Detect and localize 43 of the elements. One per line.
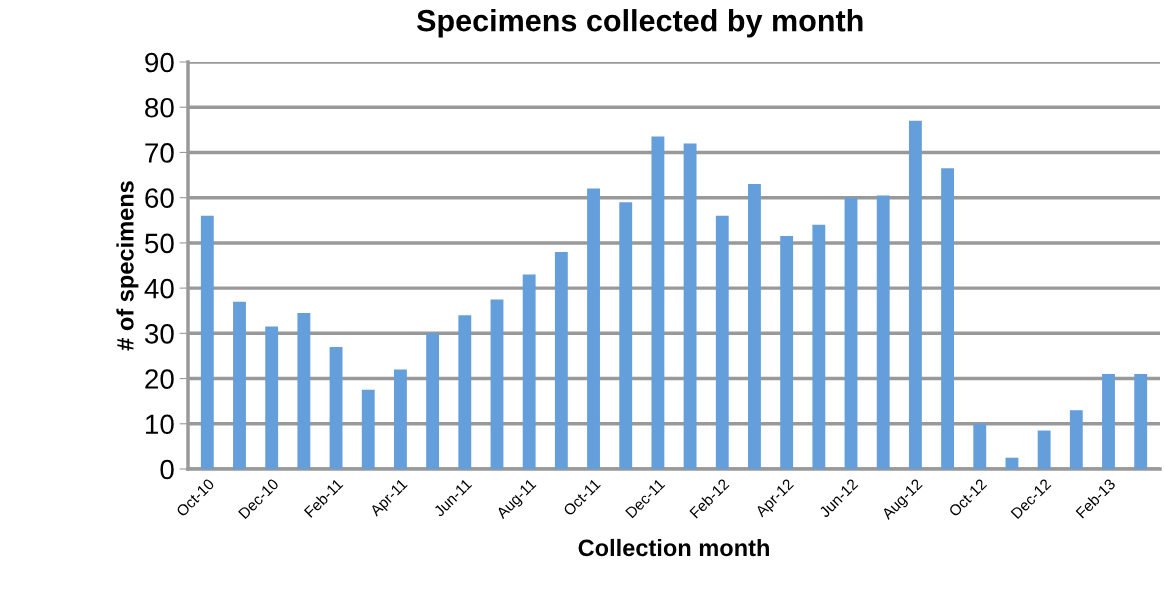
bar xyxy=(554,251,568,469)
bar xyxy=(1134,374,1148,469)
bar xyxy=(748,184,761,469)
bar xyxy=(490,299,504,469)
chart-title: Specimens collected by month xyxy=(416,9,863,38)
x-axis-title: Collection month xyxy=(578,538,769,557)
y-tick-label: 70 xyxy=(145,143,174,163)
bar xyxy=(458,315,472,469)
bar xyxy=(1069,410,1083,469)
bar xyxy=(651,136,665,469)
bar xyxy=(1005,457,1019,469)
y-tick-label: 0 xyxy=(160,459,174,480)
bar xyxy=(329,346,343,469)
bar xyxy=(587,188,600,469)
bar xyxy=(973,423,987,469)
bar xyxy=(683,143,697,469)
bar xyxy=(200,215,214,469)
y-tick-label: 30 xyxy=(144,324,174,344)
bar xyxy=(1102,374,1115,469)
bar xyxy=(233,301,246,469)
bar xyxy=(522,274,536,469)
bar xyxy=(619,202,633,469)
bar xyxy=(393,369,407,469)
bar xyxy=(361,389,375,469)
y-tick-label: 20 xyxy=(145,369,174,389)
y-tick-label: 90 xyxy=(145,52,174,73)
bar xyxy=(265,326,279,469)
y-tick-label: 40 xyxy=(144,278,174,299)
bar xyxy=(715,215,729,469)
y-tick-label: 10 xyxy=(146,414,174,435)
bar xyxy=(426,333,440,469)
bar xyxy=(812,224,826,469)
bar xyxy=(297,312,311,469)
bar xyxy=(1037,430,1051,469)
y-tick-label: 50 xyxy=(145,233,174,254)
y-axis-title: # of specimens xyxy=(116,181,139,351)
bar xyxy=(876,195,890,469)
bar xyxy=(908,120,922,469)
bar xyxy=(941,168,955,469)
bar xyxy=(780,236,794,469)
y-tick-label: 60 xyxy=(145,188,174,209)
bar xyxy=(844,197,858,469)
y-tick-label: 80 xyxy=(145,97,174,118)
